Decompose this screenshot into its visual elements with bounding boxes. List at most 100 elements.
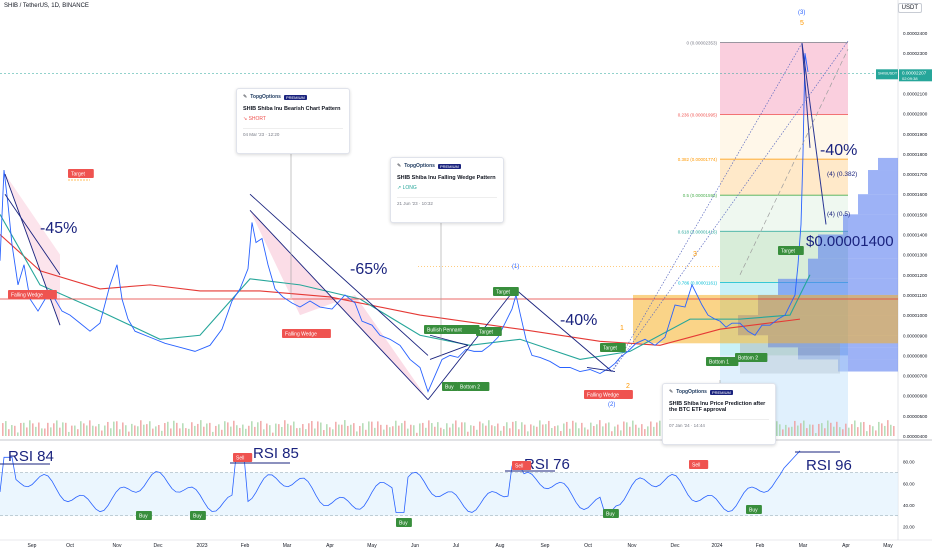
volume-bar: [320, 422, 322, 436]
time-label: Mar: [799, 543, 808, 549]
falling-wedge-tag: Falling Wedge: [285, 331, 317, 337]
rsi-sell-tag-bg: [689, 460, 709, 469]
wave-label: 3: [693, 251, 697, 258]
volume-bar: [491, 425, 493, 436]
volume-bar: [371, 421, 373, 436]
rsi-buy-tag: Buy: [606, 511, 615, 517]
volume-bar: [506, 422, 508, 436]
volume-bar: [551, 428, 553, 436]
wedge-line: [4, 173, 61, 326]
volume-bar: [380, 424, 382, 436]
volume-bar: [530, 424, 532, 436]
volume-bar: [197, 423, 199, 436]
volume-bar: [158, 425, 160, 436]
premium-badge: PREMIUM: [437, 163, 461, 169]
volume-bar: [575, 422, 577, 436]
volume-bar: [41, 428, 43, 436]
time-label: Sep: [28, 543, 37, 549]
time-label: May: [883, 543, 893, 549]
volume-bar: [368, 421, 370, 436]
volume-profile-bar: [778, 278, 898, 295]
price-tag-value: 0.00002207: [902, 70, 927, 75]
volume-bar: [149, 421, 151, 436]
volume-bar: [353, 423, 355, 436]
bullish-pennant-tag: Bullish Pennant: [427, 327, 462, 333]
volume-bar: [842, 429, 844, 436]
volume-bar: [461, 422, 463, 436]
volume-bar: [77, 429, 79, 436]
rsi-tick: 40.00: [903, 503, 915, 508]
price-tick: 0.00002400: [903, 31, 928, 36]
volume-bar: [26, 427, 28, 436]
volume-bar: [374, 427, 376, 436]
fib-zone: [720, 114, 848, 160]
volume-bar: [233, 420, 235, 436]
bottom2-tag-bg: [457, 382, 490, 391]
volume-bar: [791, 426, 793, 436]
currency-button[interactable]: USDT: [897, 3, 922, 13]
target-tag: Target: [71, 171, 86, 177]
pennant-line: [429, 344, 469, 360]
volume-bar: [776, 421, 778, 436]
volume-bar: [866, 431, 868, 436]
time-label: Mar: [283, 543, 292, 549]
price-tick: 0.00001900: [903, 132, 928, 137]
idea-card-bearish[interactable]: ✎ TopgOptions PREMIUM SHIB Shiba Inu Beari…: [236, 88, 350, 154]
volume-bar: [377, 421, 379, 436]
volume-bar: [446, 423, 448, 436]
volume-bar: [53, 423, 55, 436]
volume-bar: [284, 420, 286, 436]
volume-bar: [302, 424, 304, 436]
volume-bar: [470, 425, 472, 436]
volume-bar: [785, 424, 787, 436]
volume-bar: [152, 428, 154, 436]
volume-bar: [482, 423, 484, 436]
volume-bar: [248, 425, 250, 436]
volume-bar: [473, 425, 475, 436]
volume-bar: [815, 433, 817, 436]
volume-bar: [386, 424, 388, 436]
idea-card-wedge[interactable]: ✎ TopgOptions PREMIUM SHIB Shiba Inu Falli…: [390, 157, 504, 223]
volume-bar: [260, 420, 262, 436]
volume-bar: [14, 425, 16, 436]
volume-bar: [335, 421, 337, 436]
idea-card-etf[interactable]: ✎ TopgOptions PREMIUM SHIB Shiba Inu Price…: [662, 383, 776, 445]
volume-bar: [809, 424, 811, 436]
falling-wedge-tag-bg: [282, 329, 331, 338]
rsi-buy-tag: Buy: [139, 513, 148, 519]
bullish-pennant-tag-bg: [424, 325, 480, 334]
wedge-line: [4, 193, 61, 276]
volume-bar: [305, 429, 307, 436]
volume-bar: [818, 423, 820, 436]
volume-bar: [452, 423, 454, 436]
volume-bar: [95, 426, 97, 436]
volume-bar: [161, 430, 163, 436]
volume-bar: [635, 424, 637, 436]
volume-bar: [509, 428, 511, 436]
volume-bar: [224, 421, 226, 436]
volume-bar: [839, 427, 841, 436]
volume-bar: [329, 427, 331, 436]
idea-date: 07 Jan '24 · 14:44: [669, 419, 769, 428]
pct-label: -45%: [40, 220, 77, 237]
rsi-tick: 80.00: [903, 460, 915, 465]
volume-bar: [524, 424, 526, 436]
fib-zone: [720, 159, 848, 196]
price-tick: 0.00002100: [903, 91, 928, 96]
volume-bar: [626, 422, 628, 436]
time-label: Nov: [113, 543, 122, 549]
wedge-line: [249, 210, 429, 401]
idea-title: SHIB Shiba Inu Falling Wedge Pattern: [397, 175, 496, 181]
falling-wedge-tag-bg: [584, 390, 633, 399]
volume-bar: [569, 428, 571, 436]
volume-bar: [308, 423, 310, 436]
volume-bar: [863, 421, 865, 436]
volume-bar: [32, 423, 34, 436]
volume-bar: [854, 420, 856, 436]
volume-bar: [317, 421, 319, 436]
idea-side: ↘ SHORT: [243, 116, 266, 122]
price-tick: 0.00000800: [903, 353, 928, 358]
target-tag: Target: [479, 329, 494, 335]
volume-bar: [431, 423, 433, 436]
